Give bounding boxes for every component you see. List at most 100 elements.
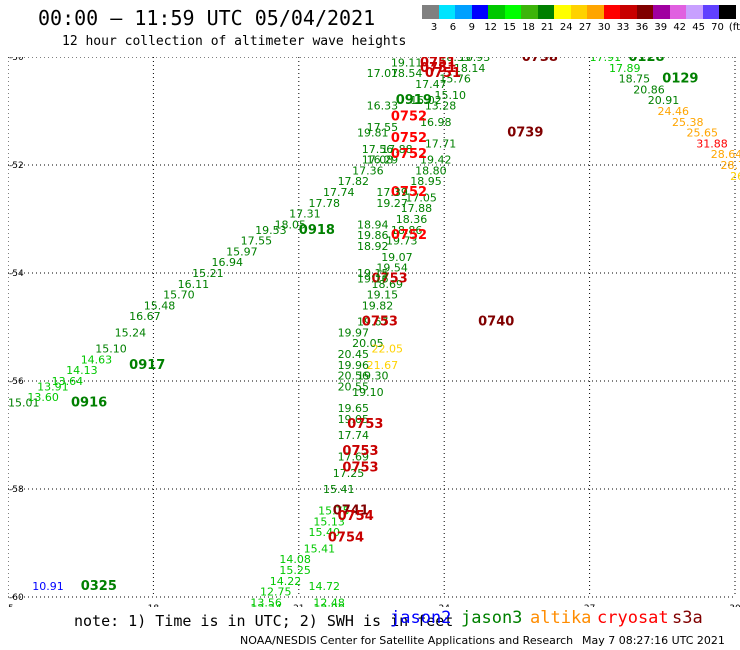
pass-time-label: 0739 [507, 126, 543, 141]
pass-time-label: 0325 [81, 579, 117, 594]
pass-time-label: 0129 [662, 72, 698, 87]
color-swatch [636, 5, 654, 19]
pass-time-label: 0753 [347, 417, 383, 432]
footer-note: note: 1) Time is in UTC; 2) SWH is in fe… [74, 612, 454, 630]
y-tick-label: -54 [9, 269, 24, 279]
x-tick-label: 21 [293, 604, 304, 607]
pass-time-label: 0128 [628, 57, 664, 65]
color-swatch [455, 5, 472, 19]
color-swatch [554, 5, 571, 19]
wave-height-label: 13.64 [52, 375, 83, 388]
wave-height-label: 18.92 [357, 240, 389, 253]
wave-height-label: 20.05 [352, 337, 384, 350]
wave-height-label: 20.86 [633, 83, 665, 96]
color-scale-label: 18 [522, 22, 535, 33]
x-tick-label: 27 [584, 604, 595, 607]
wave-height-label: 19.54 [376, 262, 408, 275]
pass-time-label: 0918 [299, 223, 335, 238]
wave-height-label: 17.31 [289, 208, 321, 221]
color-swatch [603, 5, 621, 19]
color-scale-label: 15 [503, 22, 516, 33]
wave-height-label: 12.75 [260, 586, 292, 599]
wave-height-label: 20.45 [338, 348, 370, 361]
wave-height-label: 19.42 [420, 154, 452, 167]
pass-time-label: 0751 [420, 57, 456, 70]
wave-height-label: 16.29 [367, 154, 399, 167]
wave-height-label: 17.39 [376, 186, 408, 199]
wave-height-label: 26.92 [730, 170, 740, 183]
wave-height-label: 15.25 [279, 564, 311, 577]
wave-height-label: 17.71 [425, 137, 457, 150]
wave-height-label: 25.65 [687, 127, 719, 140]
mission-jason3: jason3 [461, 608, 523, 628]
color-scale-label: 42 [673, 22, 687, 33]
wave-height-label: 17.74 [323, 186, 355, 199]
color-swatch [587, 5, 604, 19]
color-swatch [719, 5, 736, 19]
wave-height-label: 13.56 [250, 596, 281, 607]
wave-height-label: 19.30 [357, 370, 389, 383]
color-scale-label: 21 [541, 22, 554, 33]
wave-height-label: 18.05 [275, 218, 307, 231]
wave-height-label: 18.55 [439, 57, 471, 64]
wave-height-label: 20.91 [648, 94, 680, 107]
wave-height-label: 16.67 [129, 310, 161, 323]
wave-height-label: 18.95 [410, 175, 442, 188]
wave-height-label: 19.11 [391, 57, 423, 69]
pass-time-label: 0751 [420, 61, 456, 76]
color-scale-label: 30 [597, 22, 611, 33]
wave-height-label: 18.86 [391, 224, 423, 237]
pass-time-label: 0752 [391, 131, 427, 146]
wave-height-label: 28.75 [720, 159, 740, 172]
x-tick-label: 18 [148, 604, 160, 607]
pass-time-label: 0753 [372, 271, 408, 286]
wave-height-label: 19.65 [338, 402, 370, 415]
mission-s3a: s3a [672, 608, 703, 628]
wave-height-label: 17.89 [609, 62, 641, 75]
color-scale-label: 6 [449, 22, 457, 33]
wave-height-label: 17.47 [415, 78, 447, 91]
wave-height-label: 19.53 [255, 224, 287, 237]
wave-height-label: 14.13 [66, 364, 98, 377]
wave-height-label: 20.56 [338, 370, 370, 383]
pass-time-label: 0738 [522, 57, 558, 65]
wave-height-label: 17.74 [338, 429, 370, 442]
color-swatch [488, 5, 505, 19]
wave-height-label: 15.13 [313, 515, 345, 528]
mission-altika: altika [530, 608, 592, 628]
pass-time-label: 0751 [425, 66, 461, 81]
color-swatch [471, 5, 489, 19]
wave-height-label: 15.48 [144, 299, 176, 312]
generated-timestamp: May 7 08:27:16 UTC 2021 [582, 634, 725, 647]
wave-height-label: 31.88 [696, 137, 728, 150]
wave-height-label: 15.40 [308, 526, 340, 539]
wave-height-label: 15.70 [163, 289, 195, 302]
wave-height-label: 12.90 [313, 602, 345, 607]
wave-height-label: 14.22 [270, 575, 302, 588]
color-scale-label: 3 [430, 22, 438, 33]
wave-height-label: 15.10 [95, 343, 127, 356]
y-tick-label: -50 [9, 57, 24, 63]
wave-height-label: 17.88 [381, 143, 413, 156]
y-tick-label: -60 [9, 593, 24, 603]
y-tick-label: -56 [9, 377, 24, 387]
mission-cryosat: cryosat [597, 608, 669, 628]
mission-jason2: jason2 [390, 608, 452, 628]
pass-time-label: 0916 [71, 396, 107, 411]
wave-height-label: 17.69 [338, 451, 370, 464]
color-swatch [570, 5, 588, 19]
wave-height-label: 16.11 [178, 278, 210, 291]
wave-height-label: 19.97 [338, 326, 370, 339]
wave-height-label: 17.55 [241, 235, 273, 248]
wave-height-label: 25.38 [672, 116, 704, 129]
color-swatch [504, 5, 522, 19]
wave-height-label: 19.10 [352, 386, 384, 399]
wave-height-label: 15.01 [8, 397, 40, 410]
pass-time-label: 0752 [391, 228, 427, 243]
wave-height-label: 17.05 [405, 191, 437, 204]
wave-height-label: 17.55 [367, 121, 399, 134]
wave-height-label: 14.08 [279, 553, 311, 566]
wave-height-label: 17.91 [590, 57, 622, 64]
pass-time-label: 0753 [342, 444, 378, 459]
